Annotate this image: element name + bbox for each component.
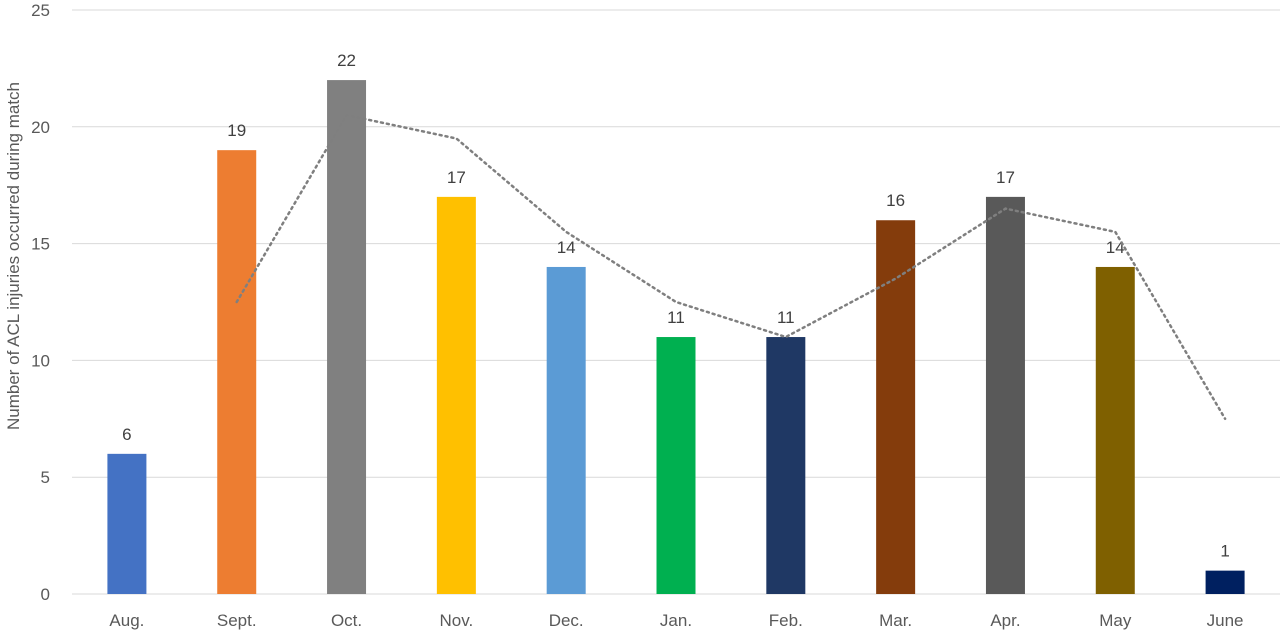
bar-9	[1095, 266, 1135, 594]
data-label: 11	[667, 308, 685, 327]
y-tick-label: 15	[31, 235, 50, 254]
x-tick-label: Aug.	[109, 611, 144, 630]
data-label: 14	[557, 238, 576, 257]
data-labels: 6 19 22 17 14 11 11 16 17 14 1	[122, 51, 1230, 561]
x-tick-label: Mar.	[879, 611, 912, 630]
bar-5	[656, 337, 696, 594]
data-label: 6	[122, 425, 131, 444]
y-tick-label: 10	[31, 351, 50, 370]
x-tick-label: Dec.	[549, 611, 584, 630]
data-label: 16	[886, 191, 905, 210]
x-tick-label: Nov.	[440, 611, 474, 630]
data-label: 17	[447, 168, 466, 187]
x-tick-label: June	[1207, 611, 1244, 630]
x-tick-label: Apr.	[990, 611, 1020, 630]
data-label: 14	[1106, 238, 1125, 257]
bars	[107, 80, 1245, 595]
trendline	[235, 113, 1227, 421]
bar-10	[1205, 570, 1245, 594]
data-label: 22	[337, 51, 356, 70]
bar-1	[217, 150, 257, 594]
y-tick-label: 0	[41, 585, 50, 604]
data-label: 1	[1220, 542, 1229, 561]
bar-0	[107, 453, 147, 594]
data-label: 17	[996, 168, 1015, 187]
y-tick-label: 25	[31, 1, 50, 20]
x-tick-label: Oct.	[331, 611, 362, 630]
y-axis-ticks: 0 5 10 15 20 25	[31, 1, 50, 604]
x-tick-label: Jan.	[660, 611, 692, 630]
bar-3	[436, 196, 476, 594]
x-tick-label: Feb.	[769, 611, 803, 630]
bar-7	[876, 220, 916, 595]
bar-2	[327, 80, 367, 594]
data-label: 11	[777, 308, 795, 327]
x-tick-label: Sept.	[217, 611, 257, 630]
x-tick-label: May	[1099, 611, 1132, 630]
x-axis-ticks: Aug. Sept. Oct. Nov. Dec. Jan. Feb. Mar. Apr. May…	[109, 611, 1243, 630]
data-label: 19	[227, 121, 246, 140]
y-axis-label: Number of ACL injuries occurred during m…	[4, 82, 23, 430]
bar-4	[546, 266, 586, 594]
y-tick-label: 5	[41, 468, 50, 487]
bar-6	[766, 337, 806, 594]
bar-8	[985, 196, 1025, 594]
y-tick-label: 20	[31, 118, 50, 137]
